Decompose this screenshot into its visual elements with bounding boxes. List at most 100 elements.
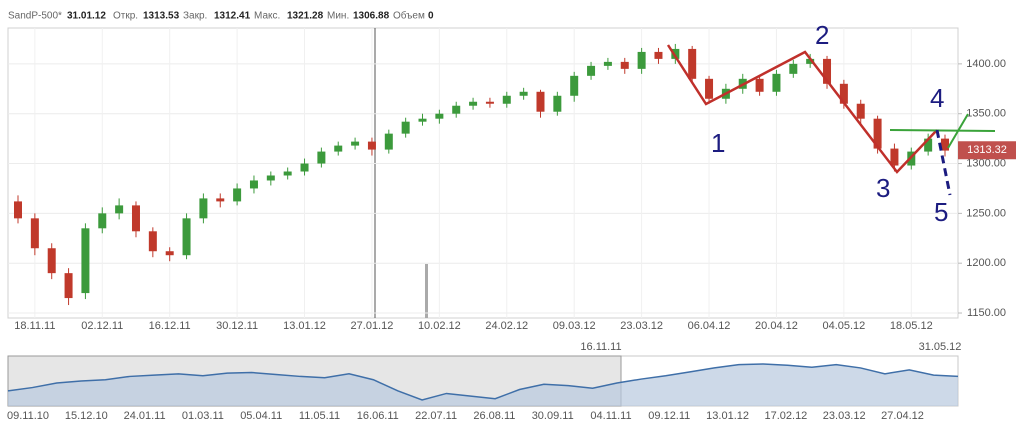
candle-body [502, 95, 511, 104]
range-start: 16.11.11 [580, 341, 621, 353]
last-price-label: 1313.32 [967, 144, 1007, 156]
candle-body [806, 58, 815, 64]
x-tick-label: 10.02.12 [418, 320, 461, 332]
x-tick-label: 02.12.11 [81, 320, 123, 332]
candle-body [115, 205, 124, 214]
candle-body [300, 163, 309, 172]
navigator-label: 26.08.11 [473, 410, 515, 422]
candle-body [98, 213, 107, 229]
navigator-line [7, 363, 959, 401]
navigator-label: 16.06.11 [357, 410, 399, 422]
navigator-label: 15.12.10 [65, 410, 108, 422]
candle-body [401, 121, 410, 134]
symbol: SandP-500* [8, 11, 62, 22]
y-tick-label: 1350.00 [966, 108, 1006, 120]
plot-frame [7, 27, 959, 319]
candle-body [199, 198, 208, 219]
wave-label: 4 [930, 83, 944, 113]
navigator-label: 13.01.12 [706, 410, 749, 422]
candle-body [64, 273, 73, 299]
y-tick-label: 1400.00 [966, 58, 1006, 70]
green-line [947, 113, 969, 149]
candle-body [671, 48, 680, 59]
candle-body [131, 205, 140, 232]
candle-body [317, 151, 326, 164]
x-tick-label: 20.04.12 [755, 320, 798, 332]
candle-body [772, 73, 781, 92]
candle-body [553, 95, 562, 112]
navigator-label: 22.07.11 [415, 410, 457, 422]
candle-body [856, 103, 865, 119]
x-tick-label: 18.11.11 [14, 320, 55, 332]
candle-body [81, 228, 90, 294]
candle-body [47, 248, 56, 274]
candle-body [570, 75, 579, 96]
candle-body [283, 171, 292, 176]
candle-body [823, 58, 832, 84]
candle-body [873, 118, 882, 149]
navigator-label: 01.03.11 [182, 410, 224, 422]
header-volume: 0 [428, 11, 434, 22]
y-tick-label: 1200.00 [966, 257, 1006, 269]
candle-body [941, 138, 949, 151]
candle-body [536, 91, 545, 112]
candle-body [367, 141, 376, 150]
header-date: 31.01.12 [67, 11, 106, 22]
x-tick-label: 13.01.12 [283, 320, 326, 332]
candle-body [418, 118, 427, 122]
header-high-label: Макс. [254, 11, 280, 22]
wave-label: 1 [711, 128, 725, 158]
candle-body [249, 180, 258, 189]
x-tick-label: 06.04.12 [688, 320, 731, 332]
candle-body [148, 231, 157, 252]
candle-body [587, 65, 596, 76]
x-tick-label: 18.05.12 [890, 320, 933, 332]
navigator-label: 09.12.11 [648, 410, 690, 422]
annotation-lines [666, 44, 996, 196]
candle-body [603, 61, 612, 66]
wave-label: 3 [876, 173, 890, 203]
wave-label: 2 [815, 20, 829, 50]
chart-header: SandP-500* 31.01.12 Откр. 1313.53 Закр. … [8, 10, 434, 22]
header-open-label: Откр. [113, 11, 138, 22]
candle-body [654, 51, 663, 59]
navigator-label: 05.04.11 [240, 410, 282, 422]
x-tick-label: 24.02.12 [485, 320, 528, 332]
x-tick-label: 30.12.11 [216, 320, 258, 332]
candle-body [469, 101, 478, 106]
candle-body [30, 218, 39, 249]
candle-body [924, 138, 933, 152]
navigator-label: 30.09.11 [532, 410, 574, 422]
navigator-label: 24.01.11 [124, 410, 166, 422]
header-low-label: Мин. [327, 11, 349, 22]
navigator-area [8, 364, 958, 406]
y-tick-label: 1300.00 [966, 157, 1006, 169]
x-tick-label: 16.12.11 [149, 320, 191, 332]
navigator-label: 04.11.11 [590, 410, 631, 422]
navigator-label: 23.03.12 [823, 410, 866, 422]
candle-body [351, 141, 360, 146]
header-close-label: Закр. [183, 11, 207, 22]
candle-body [14, 201, 22, 219]
candle-body [334, 145, 343, 152]
x-tick-label: 27.01.12 [351, 320, 394, 332]
candle-body [519, 91, 528, 96]
header-close: 1312.41 [214, 11, 251, 22]
navigator-label: 27.04.12 [881, 410, 924, 422]
navigator-label: 17.02.12 [764, 410, 807, 422]
header-high: 1321.28 [287, 11, 324, 22]
candle-body [233, 188, 242, 202]
candle-body [216, 198, 225, 202]
candle-body [452, 105, 461, 114]
candle-body [637, 51, 646, 69]
navigator-label: 11.05.11 [299, 410, 340, 422]
candle-body [890, 148, 899, 166]
candle-body [384, 133, 393, 150]
candle-body [435, 113, 444, 119]
wave-label: 5 [934, 197, 948, 227]
x-tick-label: 23.03.12 [620, 320, 663, 332]
navigator-label: 09.11.10 [7, 410, 49, 422]
header-volume-label: Объем [393, 10, 425, 22]
last-price-tag [958, 141, 1016, 160]
